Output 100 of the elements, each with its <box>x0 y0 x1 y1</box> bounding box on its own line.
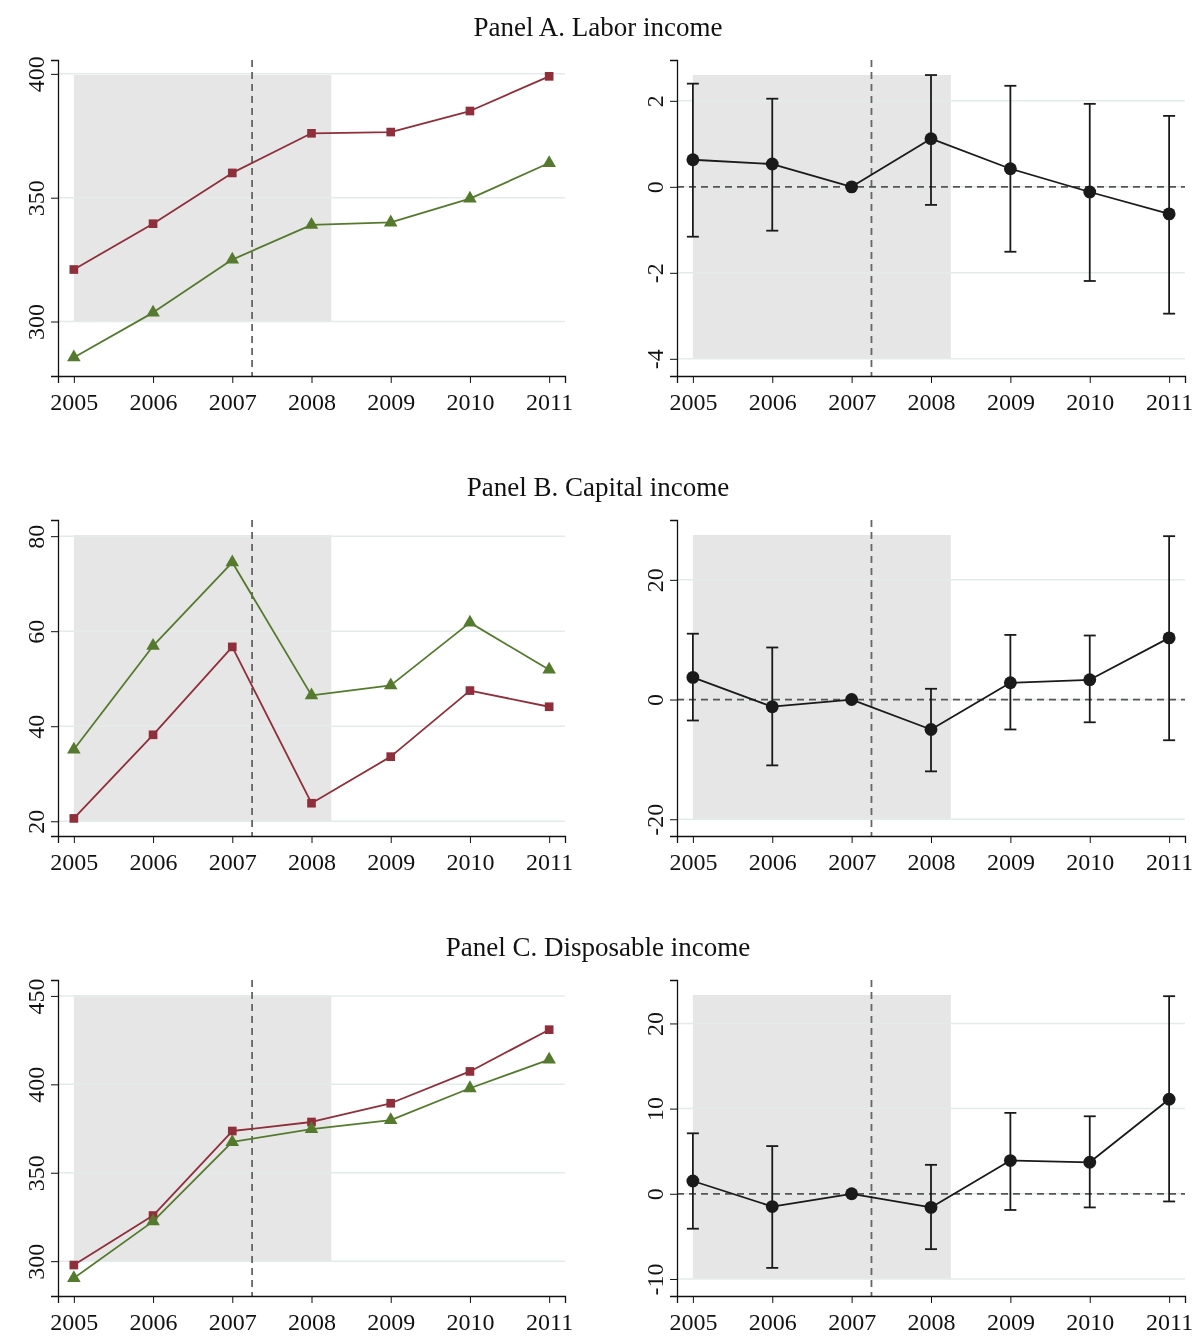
x-tick-label: 2006 <box>748 389 797 415</box>
y-tick-label: 300 <box>23 304 50 341</box>
y-tick-label: 400 <box>23 56 50 93</box>
point <box>542 155 556 167</box>
point <box>304 217 319 229</box>
y-tick-label: 0 <box>642 694 669 707</box>
y-tick-label: 80 <box>23 524 50 549</box>
point <box>845 180 859 194</box>
point <box>765 1200 779 1213</box>
x-tick-label: 2011 <box>1146 1309 1194 1335</box>
point <box>544 702 554 712</box>
x-tick-label: 2007 <box>208 849 257 875</box>
x-tick-label: 2010 <box>446 849 495 875</box>
y-tick-label: 300 <box>23 1243 50 1280</box>
point <box>465 686 475 695</box>
x-tick-label: 2006 <box>748 849 797 875</box>
x-tick-label: 2005 <box>50 1309 99 1335</box>
point <box>227 1126 237 1136</box>
x-tick-label: 2008 <box>907 849 956 875</box>
chart-title: Panel C. Disposable income <box>445 932 751 962</box>
x-tick-label: 2009 <box>986 849 1035 875</box>
x-tick-label: 2005 <box>50 849 99 875</box>
point <box>1083 673 1097 687</box>
point <box>227 642 237 652</box>
x-tick-label: 2007 <box>208 1309 257 1335</box>
y-tick-label: 20 <box>23 809 50 834</box>
point <box>383 214 398 227</box>
x-tick-label: 2008 <box>288 849 336 875</box>
x-tick-label: 2008 <box>907 389 956 415</box>
y-tick-label: -20 <box>642 803 669 836</box>
point <box>463 190 477 203</box>
x-tick-label: 2005 <box>669 849 718 875</box>
x-tick-label: 2009 <box>367 849 416 875</box>
x-tick-label: 2008 <box>288 1309 336 1335</box>
point <box>146 638 160 650</box>
point <box>463 1080 477 1093</box>
point <box>67 349 81 362</box>
point <box>542 661 556 674</box>
x-tick-label: 2007 <box>828 1309 877 1335</box>
y-tick-label: -2 <box>642 263 669 284</box>
x-tick-label: 2006 <box>748 1309 797 1335</box>
point <box>148 730 158 740</box>
point <box>1162 631 1176 645</box>
point <box>1083 1155 1097 1169</box>
x-tick-label: 2011 <box>526 849 574 875</box>
point <box>386 127 396 137</box>
point <box>686 153 700 167</box>
x-tick-label: 2009 <box>367 389 416 415</box>
point <box>227 168 237 178</box>
y-tick-label: 450 <box>23 978 50 1015</box>
point <box>1083 185 1097 199</box>
point <box>544 1025 554 1035</box>
point <box>386 752 396 761</box>
x-tick-label: 2010 <box>1066 389 1115 415</box>
y-tick-label: 60 <box>23 619 50 644</box>
point <box>544 72 554 81</box>
x-tick-label: 2009 <box>986 389 1035 415</box>
y-tick-label: -4 <box>642 349 669 370</box>
point <box>686 1174 700 1188</box>
point <box>307 128 316 138</box>
x-tick-label: 2007 <box>828 849 877 875</box>
x-tick-label: 2007 <box>208 389 257 415</box>
point <box>765 700 779 714</box>
point <box>304 687 319 700</box>
x-tick-label: 2011 <box>1146 849 1194 875</box>
y-tick-label: -10 <box>642 1263 669 1296</box>
x-tick-label: 2011 <box>526 1309 574 1335</box>
point <box>765 157 779 171</box>
point <box>304 1121 319 1133</box>
x-tick-label: 2010 <box>446 389 495 415</box>
point <box>383 1112 398 1124</box>
point <box>148 219 158 229</box>
point <box>69 265 79 274</box>
x-tick-label: 2009 <box>986 1309 1035 1335</box>
y-tick-label: 10 <box>642 1097 669 1122</box>
point <box>463 614 477 627</box>
x-tick-label: 2011 <box>1146 389 1194 415</box>
point <box>1162 207 1176 221</box>
point <box>465 1067 475 1076</box>
y-tick-label: 350 <box>23 180 50 217</box>
point <box>924 1201 938 1214</box>
chart-title: Panel A. Labor income <box>473 12 723 42</box>
x-tick-label: 2005 <box>669 1309 718 1335</box>
point <box>307 798 316 808</box>
x-tick-label: 2005 <box>669 389 718 415</box>
point <box>924 723 938 736</box>
point <box>845 693 859 706</box>
x-tick-label: 2010 <box>446 1309 495 1335</box>
y-tick-label: 20 <box>642 568 669 593</box>
point <box>225 1134 240 1146</box>
point <box>845 1187 859 1201</box>
point <box>542 1051 556 1064</box>
x-tick-label: 2010 <box>1066 849 1115 875</box>
x-tick-label: 2006 <box>129 1309 178 1335</box>
x-tick-label: 2009 <box>367 1309 416 1335</box>
y-tick-label: 350 <box>23 1155 50 1192</box>
chart-title: Panel B. Capital income <box>466 472 730 502</box>
point <box>1003 676 1017 690</box>
x-tick-label: 2010 <box>1066 1309 1115 1335</box>
point <box>225 251 240 264</box>
